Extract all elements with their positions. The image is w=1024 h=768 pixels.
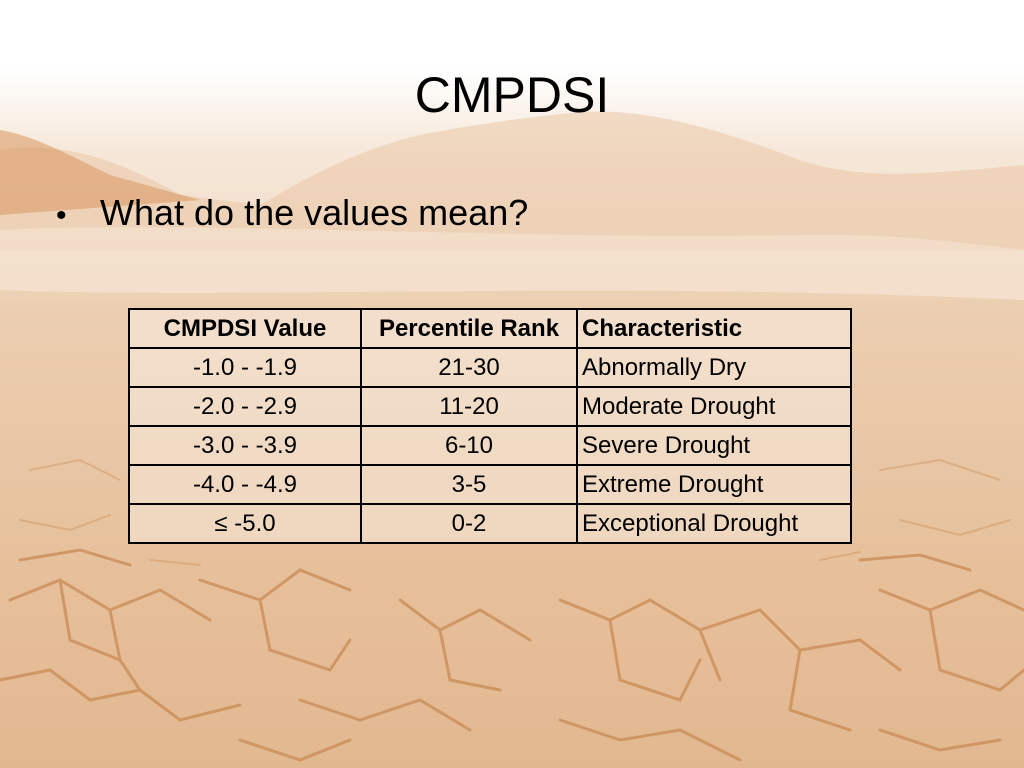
- table-header-row: CMPDSI Value Percentile Rank Characteris…: [128, 308, 852, 349]
- cmpdsi-table: CMPDSI Value Percentile Rank Characteris…: [128, 308, 852, 544]
- table-row: -4.0 - -4.9 3-5 Extreme Drought: [128, 464, 852, 505]
- bullet-item: • What do the values mean?: [56, 188, 528, 241]
- cell-percentile: 11-20: [360, 386, 578, 427]
- cell-percentile: 0-2: [360, 503, 578, 544]
- cell-characteristic: Severe Drought: [576, 425, 852, 466]
- table-row: ≤ -5.0 0-2 Exceptional Drought: [128, 503, 852, 544]
- cell-value: -2.0 - -2.9: [128, 386, 362, 427]
- cell-value: -4.0 - -4.9: [128, 464, 362, 505]
- cell-value: ≤ -5.0: [128, 503, 362, 544]
- table-row: -2.0 - -2.9 11-20 Moderate Drought: [128, 386, 852, 427]
- header-cmpdsi-value: CMPDSI Value: [128, 308, 362, 349]
- bullet-text: What do the values mean?: [100, 192, 529, 233]
- header-percentile-rank: Percentile Rank: [360, 308, 578, 349]
- table-row: -1.0 - -1.9 21-30 Abnormally Dry: [128, 347, 852, 388]
- table-row: -3.0 - -3.9 6-10 Severe Drought: [128, 425, 852, 466]
- cell-value: -3.0 - -3.9: [128, 425, 362, 466]
- cell-value: -1.0 - -1.9: [128, 347, 362, 388]
- cell-characteristic: Extreme Drought: [576, 464, 852, 505]
- header-characteristic: Characteristic: [576, 308, 852, 349]
- slide-title: CMPDSI: [414, 67, 610, 123]
- bullet-list: • What do the values mean?: [56, 188, 528, 241]
- bullet-icon: •: [56, 199, 67, 232]
- cell-percentile: 21-30: [360, 347, 578, 388]
- cell-percentile: 3-5: [360, 464, 578, 505]
- cell-characteristic: Moderate Drought: [576, 386, 852, 427]
- cell-characteristic: Exceptional Drought: [576, 503, 852, 544]
- cell-percentile: 6-10: [360, 425, 578, 466]
- cell-characteristic: Abnormally Dry: [576, 347, 852, 388]
